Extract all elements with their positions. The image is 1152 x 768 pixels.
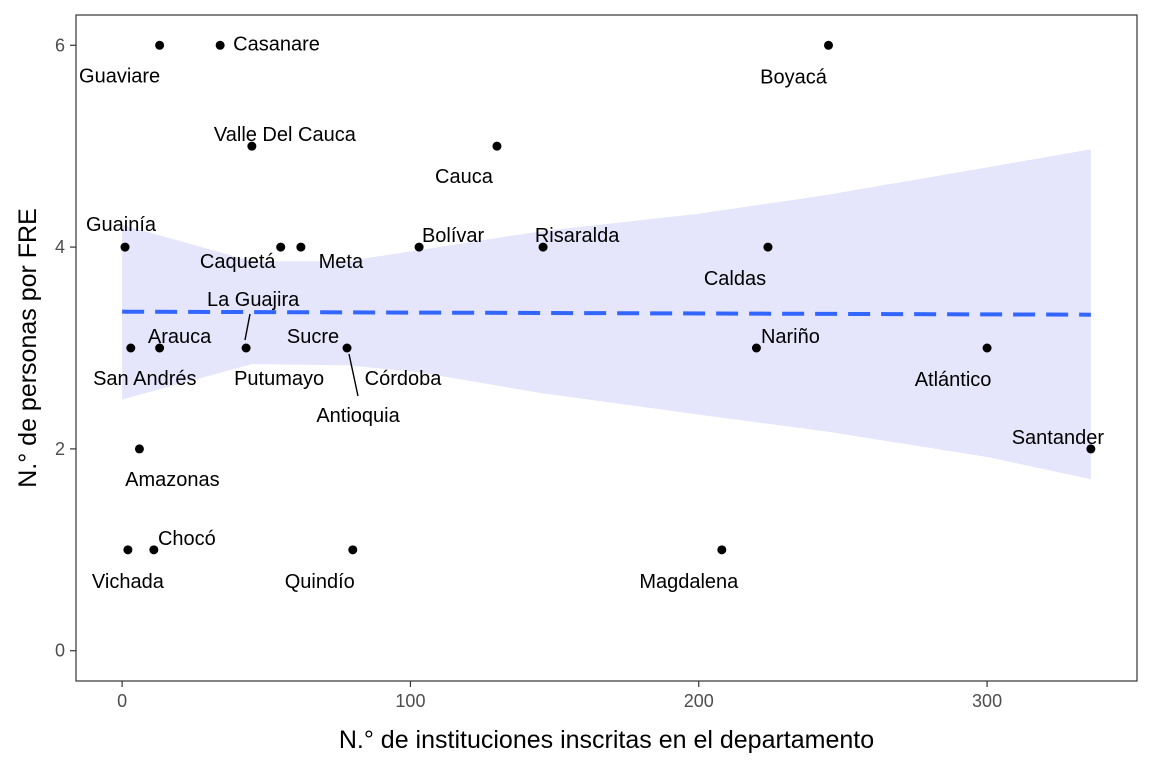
data-point: [824, 40, 834, 50]
point-label: San Andrés: [93, 368, 196, 390]
point-label: Bolívar: [422, 225, 485, 247]
data-point: [155, 343, 165, 353]
point-labels-layer: Guaviare Casanare Boyacá Valle Del Cauca Cau…: [79, 33, 1104, 593]
y-tick-label: 6: [55, 35, 65, 55]
point-label: Nariño: [761, 326, 820, 348]
data-point: [247, 141, 257, 151]
point-label: Caldas: [704, 268, 766, 290]
point-label: Boyacá: [760, 66, 828, 88]
point-label: Santander: [1012, 427, 1105, 449]
data-point: [342, 343, 352, 353]
point-label: Meta: [319, 251, 364, 273]
point-label: Sucre: [287, 326, 339, 348]
data-point: [134, 444, 144, 454]
y-axis: 0 2 4 6: [55, 35, 76, 661]
point-label: Quindío: [285, 571, 355, 593]
x-tick-label: 200: [684, 691, 714, 711]
x-axis-title: N.° de instituciones inscritas en el dep…: [339, 726, 874, 754]
data-point: [149, 545, 159, 555]
x-tick-label: 300: [972, 691, 1002, 711]
y-tick-label: 2: [55, 439, 65, 459]
label-leader-line: [348, 353, 359, 397]
data-point: [717, 545, 727, 555]
data-point: [126, 343, 136, 353]
data-point: [296, 242, 306, 252]
data-point: [751, 343, 761, 353]
x-axis: 0 100 200 300: [117, 681, 1002, 711]
point-label: Guainía: [86, 214, 157, 236]
point-label: La Guajira: [207, 289, 300, 311]
data-point: [348, 545, 358, 555]
data-point: [155, 40, 165, 50]
data-point: [215, 40, 225, 50]
y-axis-title: N.° de personas por FRE: [14, 208, 42, 488]
point-label: Guaviare: [79, 65, 160, 87]
points-layer: [120, 40, 1096, 555]
panel-border: [75, 14, 1138, 682]
point-label: Risaralda: [535, 225, 620, 247]
data-point: [276, 242, 286, 252]
data-point: [1086, 444, 1096, 454]
data-point: [492, 141, 502, 151]
data-point: [763, 242, 773, 252]
x-tick-label: 100: [395, 691, 425, 711]
point-label: Magdalena: [639, 571, 739, 593]
label-leader-layer: [244, 313, 359, 397]
data-point: [414, 242, 424, 252]
point-label: Putumayo: [234, 368, 324, 390]
point-label: Cauca: [435, 166, 494, 188]
data-point: [120, 242, 130, 252]
y-tick-label: 0: [55, 641, 65, 661]
x-tick-label: 0: [117, 691, 127, 711]
data-point: [123, 545, 133, 555]
point-label: Córdoba: [365, 368, 443, 390]
point-label: Vichada: [92, 571, 165, 593]
data-point: [982, 343, 992, 353]
point-label: Casanare: [233, 33, 320, 55]
data-point: [538, 242, 548, 252]
point-label: Arauca: [148, 326, 212, 348]
point-label: Valle Del Cauca: [214, 124, 357, 146]
point-label: Chocó: [158, 528, 216, 550]
confidence-band-layer: [122, 149, 1091, 480]
trend-line-layer: [122, 309, 1091, 317]
point-label: Caquetá: [200, 251, 276, 273]
point-label: Amazonas: [125, 469, 220, 491]
y-tick-label: 4: [55, 237, 65, 257]
trend-line: [122, 309, 1091, 317]
point-label: Atlántico: [915, 369, 992, 391]
confidence-band: [122, 149, 1091, 480]
data-point: [241, 343, 251, 353]
point-label: Antioquia: [316, 405, 400, 427]
label-leader-line: [244, 313, 251, 341]
